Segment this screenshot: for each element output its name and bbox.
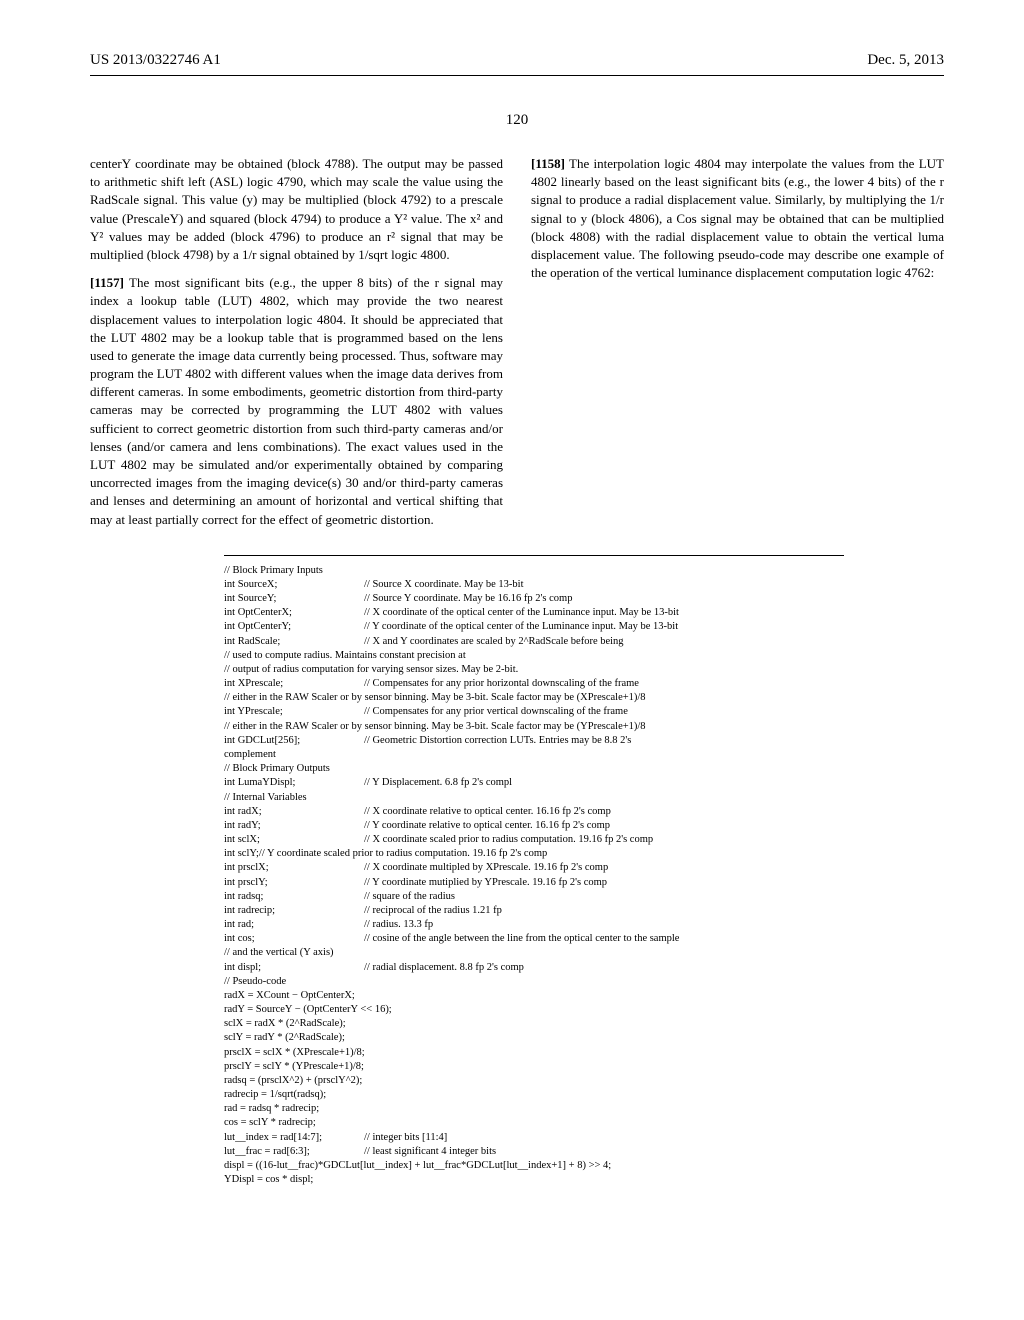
code-decl: int LumaYDispl;: [224, 776, 364, 790]
code-decl: int prsclY;: [224, 876, 364, 890]
code-decl: int prsclX;: [224, 861, 364, 875]
code-line: // output of radius computation for vary…: [224, 663, 844, 677]
publication-date: Dec. 5, 2013: [867, 52, 944, 69]
code-comment: // Geometric Distortion correction LUTs.…: [364, 734, 844, 748]
code-comment: // least significant 4 integer bits: [364, 1145, 844, 1159]
paragraph-1157: [1157] The most significant bits (e.g., …: [90, 274, 503, 529]
body-columns: centerY coordinate may be obtained (bloc…: [90, 155, 944, 529]
code-decl: lut__frac = rad[6:3];: [224, 1145, 364, 1159]
pseudo-code-listing: // Block Primary Inputs int SourceX;// S…: [224, 555, 844, 1188]
code-line: sclX = radX * (2^RadScale);: [224, 1017, 844, 1031]
code-comment: // Y coordinate mutiplied by YPrescale. …: [364, 876, 844, 890]
code-decl: int GDCLut[256];: [224, 734, 364, 748]
code-line: // used to compute radius. Maintains con…: [224, 649, 844, 663]
code-line: // either in the RAW Scaler or by sensor…: [224, 720, 844, 734]
code-comment: // X coordinate multipled by XPrescale. …: [364, 861, 844, 875]
code-line: rad = radsq * radrecip;: [224, 1102, 844, 1116]
code-line: complement: [224, 748, 844, 762]
code-decl: int OptCenterX;: [224, 606, 364, 620]
code-line: // Internal Variables: [224, 791, 844, 805]
page-number: 120: [90, 112, 944, 129]
code-comment: // X coordinate of the optical center of…: [364, 606, 844, 620]
paragraph-text: The interpolation logic 4804 may interpo…: [531, 156, 944, 280]
code-comment: // Source X coordinate. May be 13-bit: [364, 578, 844, 592]
code-decl: int radX;: [224, 805, 364, 819]
code-comment: // radius. 13.3 fp: [364, 918, 844, 932]
code-comment: // Y coordinate relative to optical cent…: [364, 819, 844, 833]
code-line: radX = XCount − OptCenterX;: [224, 989, 844, 1003]
code-comment: // X coordinate scaled prior to radius c…: [364, 833, 844, 847]
code-line: prsclX = sclX * (XPrescale+1)/8;: [224, 1046, 844, 1060]
code-line: // Block Primary Inputs: [224, 564, 844, 578]
code-comment: // Source Y coordinate. May be 16.16 fp …: [364, 592, 844, 606]
code-decl: int displ;: [224, 961, 364, 975]
code-comment: // Compensates for any prior vertical do…: [364, 705, 844, 719]
code-decl: int OptCenterY;: [224, 620, 364, 634]
code-decl: int cos;: [224, 932, 364, 946]
page-header: US 2013/0322746 A1 Dec. 5, 2013: [90, 52, 944, 69]
paragraph-number: [1158]: [531, 156, 565, 171]
code-line: displ = ((16-lut__frac)*GDCLut[lut__inde…: [224, 1159, 844, 1173]
code-line: int sclY;// Y coordinate scaled prior to…: [224, 847, 844, 861]
code-decl: int YPrescale;: [224, 705, 364, 719]
code-comment: // X and Y coordinates are scaled by 2^R…: [364, 635, 844, 649]
code-line: // Block Primary Outputs: [224, 762, 844, 776]
code-comment: // cosine of the angle between the line …: [364, 932, 844, 946]
code-comment: // Y Displacement. 6.8 fp 2's compl: [364, 776, 844, 790]
code-decl: int radsq;: [224, 890, 364, 904]
code-line: radsq = (prsclX^2) + (prsclY^2);: [224, 1074, 844, 1088]
code-comment: // integer bits [11:4]: [364, 1131, 844, 1145]
paragraph-number: [1157]: [90, 275, 124, 290]
code-decl: lut__index = rad[14:7];: [224, 1131, 364, 1145]
code-comment: // Compensates for any prior horizontal …: [364, 677, 844, 691]
code-line: prsclY = sclY * (YPrescale+1)/8;: [224, 1060, 844, 1074]
code-decl: int radY;: [224, 819, 364, 833]
code-comment: // reciprocal of the radius 1.21 fp: [364, 904, 844, 918]
code-decl: int radrecip;: [224, 904, 364, 918]
code-line: radY = SourceY − (OptCenterY << 16);: [224, 1003, 844, 1017]
code-line: YDispl = cos * displ;: [224, 1173, 844, 1187]
code-table: // Block Primary Inputs int SourceX;// S…: [224, 564, 844, 1188]
code-line: radrecip = 1/sqrt(radsq);: [224, 1088, 844, 1102]
code-decl: int SourceX;: [224, 578, 364, 592]
code-line: sclY = radY * (2^RadScale);: [224, 1031, 844, 1045]
header-rule: [90, 75, 944, 76]
code-line: cos = sclY * radrecip;: [224, 1116, 844, 1130]
paragraph-1158: [1158] The interpolation logic 4804 may …: [531, 155, 944, 282]
code-decl: int XPrescale;: [224, 677, 364, 691]
code-comment: // Y coordinate of the optical center of…: [364, 620, 844, 634]
code-line: // and the vertical (Y axis): [224, 946, 844, 960]
paragraph-continuation: centerY coordinate may be obtained (bloc…: [90, 155, 503, 264]
paragraph-text: The most significant bits (e.g., the upp…: [90, 275, 503, 526]
code-comment: // X coordinate relative to optical cent…: [364, 805, 844, 819]
code-decl: int SourceY;: [224, 592, 364, 606]
code-decl: int sclX;: [224, 833, 364, 847]
code-line: // either in the RAW Scaler or by sensor…: [224, 691, 844, 705]
code-comment: // radial displacement. 8.8 fp 2's comp: [364, 961, 844, 975]
code-decl: int rad;: [224, 918, 364, 932]
code-comment: // square of the radius: [364, 890, 844, 904]
code-line: // Pseudo-code: [224, 975, 844, 989]
publication-number: US 2013/0322746 A1: [90, 52, 221, 69]
code-decl: int RadScale;: [224, 635, 364, 649]
